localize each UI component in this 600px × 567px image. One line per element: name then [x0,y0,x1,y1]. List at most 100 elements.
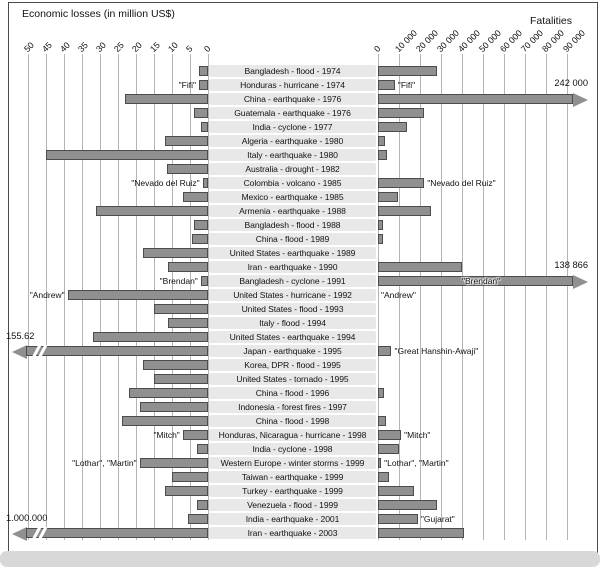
left-axis-tick-label: 0 [201,43,213,54]
fatalities-bar [378,430,402,440]
right-axis-title: Fatalities [529,15,572,27]
row-strip: United States - earthquake - 1989 [209,247,376,259]
right-axis-tick-label: 30 000 [434,27,462,54]
econ-bar [166,164,208,174]
right-axis-tick-label: 50 000 [476,27,504,54]
fatalities-bar [378,458,382,468]
row-strip: Turkey - earthquake - 1999 [209,485,376,497]
row-strip: China - flood - 1996 [209,387,376,399]
econ-overflow-arrow-head [12,527,27,541]
row-label: Algeria - earthquake - 1980 [241,136,344,146]
row-strip: United States - earthquake - 1994 [209,331,376,343]
econ-bar [191,234,208,244]
fatalities-bar [378,80,395,90]
row-label: Honduras - hurricane - 1974 [240,80,345,90]
econ-bar [182,430,208,440]
econ-bar [193,108,208,118]
row-strip: Indonesia - forest fires - 1997 [209,401,376,413]
row-strip: India - earthquake - 2001 [209,513,376,525]
econ-bar [199,80,208,90]
row-strip: Honduras, Nicaragua - hurricane - 1998 [209,429,376,441]
econ-bar [182,192,208,202]
fatalities-bar [378,262,462,272]
fatalities-bar [378,178,425,188]
row-label: Turkey - earthquake - 1999 [242,486,343,496]
econ-bar [26,528,208,538]
right-gridline [378,54,379,540]
fatalities-event-name-note: "Nevado del Ruiz" [427,178,496,188]
econ-bar [26,346,208,356]
econ-event-name-note: "Lothar", "Martin" [72,458,137,468]
fatalities-event-name-note: "Brendan" [462,276,501,286]
row-label: Venezuela - flood - 1999 [247,500,338,510]
econ-bar [92,332,208,342]
row-label: China - earthquake - 1976 [243,94,342,104]
econ-event-name-note: "Fifi" [178,80,196,90]
fatalities-bar [378,234,384,244]
row-strip: Western Europe - winter storms - 1999 [209,457,376,469]
fatalities-bar [378,388,385,398]
fatalities-event-name-note: "Lothar", "Martin" [384,458,449,468]
econ-overflow-arrow-head [12,345,27,359]
econ-bar [199,66,208,76]
fatalities-bar [378,66,437,76]
row-label: United States - flood - 1993 [241,304,344,314]
econ-bar [154,304,208,314]
fatalities-overflow-arrow-head [573,93,588,107]
econ-value-annotation: 155.62 [6,331,35,341]
row-label: Taiwan - earthquake - 1999 [241,472,344,482]
fatalities-value-annotation: 138 866 [554,260,588,270]
right-gridline [483,54,484,540]
fatalities-bar [378,276,573,286]
row-strip: India - cyclone - 1977 [209,121,376,133]
fatalities-bar [378,150,388,160]
row-label: Guatemala - earthquake - 1976 [234,108,351,118]
econ-bar [168,318,208,328]
row-strip: Iran - earthquake - 1990 [209,261,376,273]
row-label: Iran - earthquake - 1990 [247,262,338,272]
right-axis-tick-label: 40 000 [455,27,483,54]
econ-bar [121,416,208,426]
econ-bar [67,290,208,300]
row-label: Indonesia - forest fires - 1997 [238,402,347,412]
row-strip: Armenia - earthquake - 1988 [209,205,376,217]
left-axis-tick-label: 45 [39,40,54,54]
fatalities-bar [378,122,408,132]
left-gridline [46,54,47,540]
econ-bar [96,206,208,216]
left-gridline [28,54,29,540]
right-gridline [504,54,505,540]
row-label: Bangladesh - flood - 1988 [244,220,341,230]
row-strip: Iran - earthquake - 2003 [209,527,376,539]
row-label: Iran - earthquake - 2003 [247,528,338,538]
row-label: Bangladesh - flood - 1974 [244,66,341,76]
row-label: United States - earthquake - 1994 [229,332,356,342]
right-gridline [441,54,442,540]
row-strip: Korea, DPR - flood - 1995 [209,359,376,371]
econ-event-name-note: "Brendan" [159,276,198,286]
left-axis-tick-label: 15 [147,40,162,54]
econ-event-name-note: "Nevado del Ruiz" [131,178,200,188]
econ-bar [125,94,208,104]
right-axis-tick-label: 90 000 [560,27,588,54]
left-axis-tick-label: 50 [21,40,36,54]
econ-bar [200,276,208,286]
fatalities-bar [378,136,386,146]
econ-value-annotation: 1.000.000 [6,513,48,523]
row-strip: Bangladesh - flood - 1988 [209,219,376,231]
row-label: China - flood - 1998 [255,416,330,426]
row-strip: Algeria - earthquake - 1980 [209,135,376,147]
row-strip: China - flood - 1989 [209,233,376,245]
row-label: Japan - earthquake - 1995 [243,346,342,356]
row-strip: Mexico - earthquake - 1985 [209,191,376,203]
row-label: China - flood - 1989 [255,234,330,244]
fatalities-event-name-note: "Gujarat" [420,514,455,524]
econ-bar [164,136,208,146]
row-label: Italy - flood - 1994 [259,318,326,328]
econ-bar [143,248,208,258]
row-label: India - earthquake - 2001 [245,514,340,524]
fatalities-event-name-note: "Great Hanshin-Awaji" [394,346,479,356]
row-label: Korea, DPR - flood - 1995 [244,360,341,370]
row-label: Italy - earthquake - 1980 [247,150,338,160]
econ-bar [200,122,208,132]
